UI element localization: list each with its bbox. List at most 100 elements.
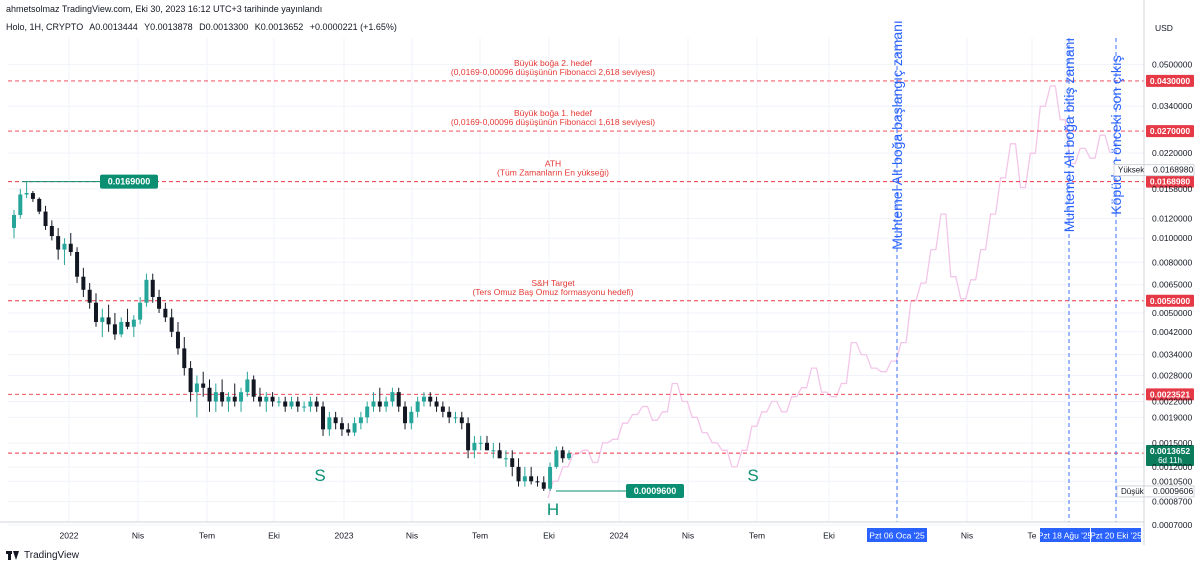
candle-body xyxy=(529,476,534,482)
candle-body xyxy=(93,302,98,322)
current-price-label: 0.0013652 xyxy=(1150,446,1190,456)
candle-body xyxy=(207,387,212,402)
footer: TradingView xyxy=(6,550,79,561)
candle-body xyxy=(30,193,35,199)
price-tick-label: 0.0042000 xyxy=(1152,327,1192,337)
candle-body xyxy=(358,417,363,424)
candle-body xyxy=(43,211,48,226)
tradingview-logo-icon xyxy=(6,551,20,560)
candle-body xyxy=(352,423,357,433)
candle-body xyxy=(428,396,433,402)
ath-callout-label: 0.0169000 xyxy=(108,177,151,187)
price-tick-label: 0.0010500 xyxy=(1152,476,1192,486)
low-callout-label: 0.0009600 xyxy=(634,486,677,496)
candle-body xyxy=(62,243,67,250)
candle-body xyxy=(478,442,483,444)
low-marker xyxy=(1116,485,1195,498)
candle-body xyxy=(119,321,124,335)
candle-body xyxy=(68,243,73,253)
candle-body xyxy=(112,324,117,335)
price-tick-label: 0.0007000 xyxy=(1152,520,1192,530)
high-marker-value: 0.0168980 xyxy=(1153,165,1193,175)
candle-body xyxy=(453,417,458,419)
symbol-label[interactable]: Holo, 1H, CRYPTO xyxy=(6,22,84,32)
level-price-tag xyxy=(1146,125,1194,138)
candle-body xyxy=(87,289,92,303)
candle-body xyxy=(308,401,313,407)
candle-body xyxy=(434,401,439,407)
candle-body xyxy=(466,423,471,451)
candle-body xyxy=(403,406,408,424)
level-annotation: Büyük boğa 2. hedef xyxy=(514,58,593,68)
level-annotation: (Ters Omuz Baş Omuz formasyonu hedefi) xyxy=(472,287,633,297)
candle-body xyxy=(333,417,338,424)
candle-body xyxy=(131,319,136,327)
candle-body xyxy=(510,458,515,467)
candle-body xyxy=(37,198,42,212)
candle-body xyxy=(554,450,559,467)
candle-body xyxy=(226,396,231,402)
time-tick-label: Pzt 20 Eki '25 xyxy=(1090,531,1142,541)
level-price-tag xyxy=(1146,74,1194,87)
level-annotation: ATH xyxy=(545,159,561,169)
time-tick-label: Eki xyxy=(543,531,555,541)
price-tick-label: 0.0028000 xyxy=(1152,371,1192,381)
candle-body xyxy=(239,392,244,402)
current-price-tag xyxy=(1146,444,1194,466)
price-tick-label: 0.0008700 xyxy=(1152,497,1192,507)
price-tick-label: 0.0080000 xyxy=(1152,257,1192,267)
candle-body xyxy=(346,429,351,433)
ath-callout-box xyxy=(100,174,158,189)
candle-body xyxy=(175,331,180,349)
level-annotation: S&H Target xyxy=(531,278,575,288)
time-tick-label: Nis xyxy=(132,531,144,541)
level-price-tag xyxy=(1146,388,1194,401)
candle-body xyxy=(415,401,420,412)
low-value: D0.0013300 xyxy=(199,22,249,32)
candle-body xyxy=(257,396,262,402)
candle-body xyxy=(560,450,565,459)
candle-body xyxy=(163,308,168,318)
level-price-label: 0.0270000 xyxy=(1150,126,1190,136)
candle-body xyxy=(447,411,452,418)
candle-body xyxy=(18,194,23,216)
time-tick-label: Pzt 18 Ağu '25 xyxy=(1038,531,1093,541)
candle-body xyxy=(138,302,143,320)
time-tick-label: Tem xyxy=(199,531,215,541)
candle-body xyxy=(541,482,546,489)
price-tick-label: 0.0019000 xyxy=(1152,412,1192,422)
price-tick-label: 0.0340000 xyxy=(1152,101,1192,111)
vertical-caption: Muhtemel Alt boğa bitiş zamanı xyxy=(1061,38,1077,233)
candle-body xyxy=(157,296,162,309)
candle-body xyxy=(245,379,250,393)
candle-body xyxy=(321,406,326,430)
candle-body xyxy=(56,236,61,250)
time-tick-label: Eki xyxy=(823,531,835,541)
candle-body xyxy=(194,383,199,393)
level-price-label: 0.0168980 xyxy=(1150,177,1190,187)
candle-body xyxy=(371,401,376,407)
candle-body xyxy=(491,450,496,452)
level-annotation: (0,0169-0,00096 düşüşünün Fibonacci 1,61… xyxy=(451,117,655,127)
time-highlight xyxy=(1091,528,1141,542)
candle-body xyxy=(485,442,490,451)
level-annotation: (Tüm Zamanların En yükseği) xyxy=(497,168,609,178)
footer-brand: TradingView xyxy=(24,550,80,561)
candle-body xyxy=(384,401,389,407)
price-tick-label: 0.0034000 xyxy=(1152,350,1192,360)
candle-body xyxy=(270,396,275,402)
price-tick-label: 0.0100000 xyxy=(1152,233,1192,243)
ohlc-header: Holo, 1H, CRYPTO A0.0013444 Y0.0013878 D… xyxy=(6,22,401,32)
candle-body xyxy=(535,481,540,483)
publish-line: ahmetsolmaz TradingView.com, Eki 30, 202… xyxy=(6,4,323,14)
candle-body xyxy=(421,396,426,402)
high-marker xyxy=(1113,164,1195,177)
time-tick-label: Tem xyxy=(472,531,488,541)
candle-body xyxy=(472,442,477,451)
candle-body xyxy=(365,406,370,418)
price-tick-label: 0.0158000 xyxy=(1152,184,1192,194)
high-value: Y0.0013878 xyxy=(144,22,193,32)
level-price-label: 0.0430000 xyxy=(1150,76,1190,86)
candle-body xyxy=(567,453,571,459)
